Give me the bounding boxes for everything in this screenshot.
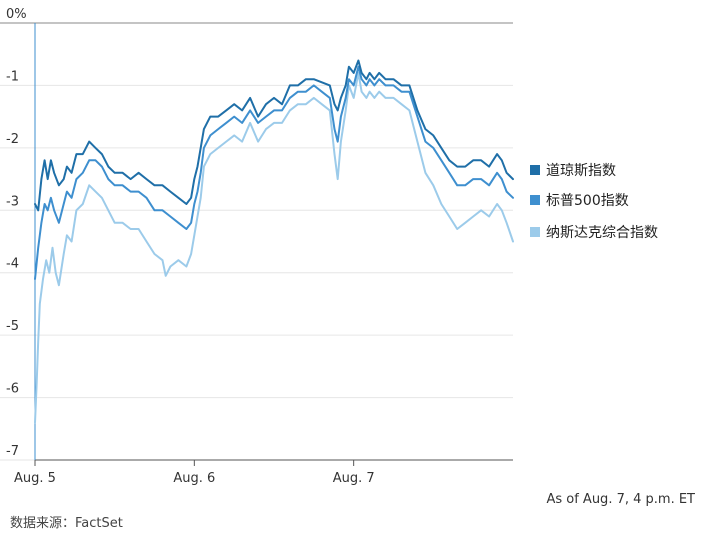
- x-tick-label-2: Aug. 7: [333, 471, 375, 486]
- source-note: 数据来源：FactSet: [10, 516, 123, 531]
- y-tick-label-4: -4: [6, 257, 19, 272]
- y-tick-label-1: -1: [6, 69, 19, 84]
- grid-lines: [0, 22, 513, 461]
- x-tick-label-0: Aug. 5: [14, 471, 56, 486]
- y-tick-label-6: -6: [6, 382, 19, 397]
- series-line-0: [34, 59, 514, 212]
- y-tick-label-0: 0%: [6, 7, 27, 22]
- x-tick-label-1: Aug. 6: [173, 471, 215, 486]
- legend-swatch-sp500: [530, 195, 540, 205]
- y-tick-label-3: -3: [6, 194, 19, 209]
- legend-item-dow: 道琼斯指数: [530, 160, 658, 180]
- legend-item-nasdaq: 纳斯达克综合指数: [530, 222, 658, 242]
- legend-label-nasdaq: 纳斯达克综合指数: [546, 225, 658, 241]
- y-tick-label-5: -5: [6, 319, 19, 334]
- series-lines: [34, 59, 514, 424]
- y-axis: 0% -1 -2 -3 -4 -5 -6 -7: [6, 7, 27, 459]
- legend-label-sp500: 标普500指数: [546, 193, 629, 209]
- legend: 道琼斯指数 标普500指数 纳斯达克综合指数: [530, 160, 658, 252]
- x-axis: Aug. 5 Aug. 6 Aug. 7: [14, 23, 513, 486]
- y-tick-label-7: -7: [6, 444, 19, 459]
- timestamp-note: As of Aug. 7, 4 p.m. ET: [546, 492, 695, 507]
- legend-label-dow: 道琼斯指数: [546, 163, 616, 179]
- series-line-1: [34, 65, 514, 280]
- series-line-2: [34, 71, 514, 424]
- legend-item-sp500: 标普500指数: [530, 190, 658, 210]
- legend-swatch-nasdaq: [530, 227, 540, 237]
- y-tick-label-2: -2: [6, 132, 19, 147]
- legend-swatch-dow: [530, 165, 540, 175]
